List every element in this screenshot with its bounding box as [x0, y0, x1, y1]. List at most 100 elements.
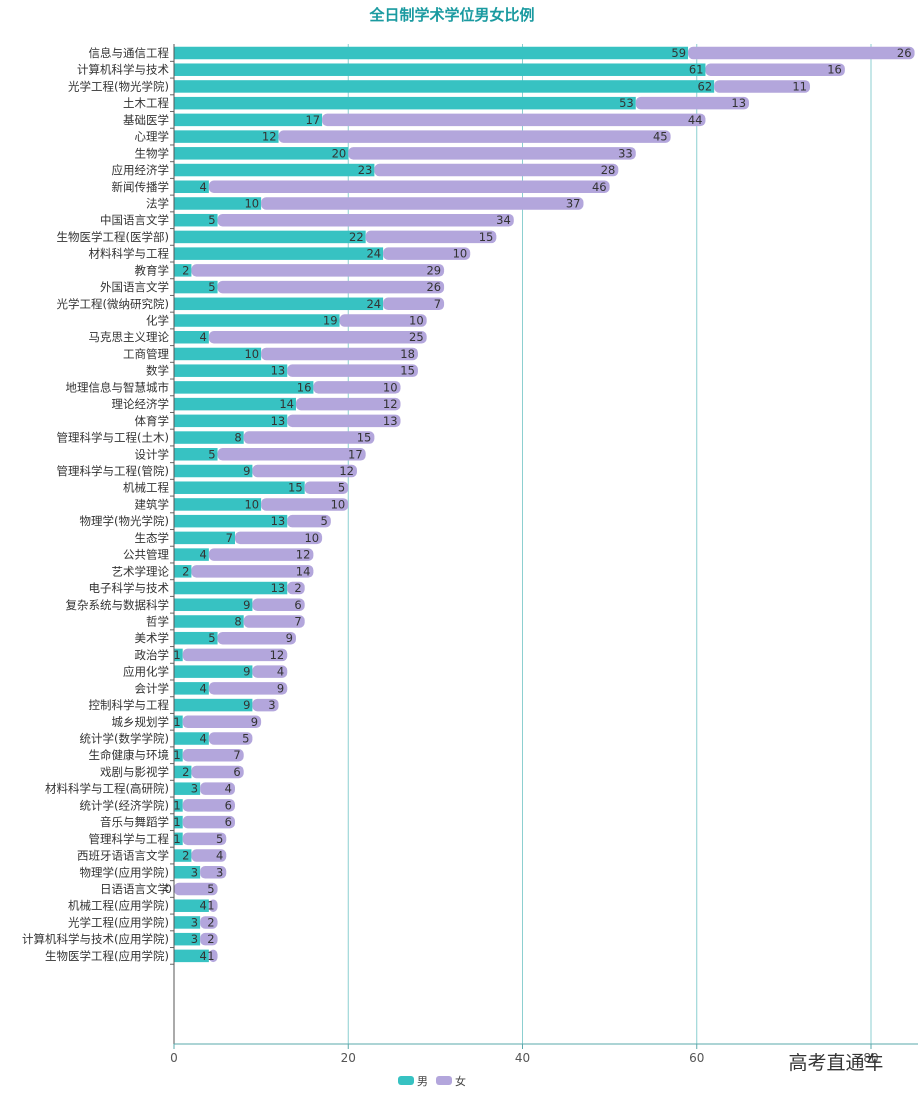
- category-label: 马克思主义理论: [89, 330, 170, 344]
- value-label-male: 59: [671, 46, 686, 60]
- bar-male: [174, 631, 218, 645]
- category-label: 法学: [146, 196, 169, 210]
- bar-female: [287, 414, 401, 428]
- bar-male: [174, 949, 209, 963]
- value-label-male: 16: [297, 380, 312, 394]
- category-label: 工商管理: [123, 347, 169, 361]
- value-label-male: 1: [173, 798, 180, 812]
- bar-male: [174, 330, 209, 344]
- bar-female: [339, 314, 427, 327]
- value-label-female: 5: [338, 481, 345, 495]
- category-label: 统计学(经济学院): [80, 798, 169, 812]
- bar-male: [174, 381, 314, 394]
- value-label-female: 13: [731, 96, 746, 110]
- value-label-female: 2: [294, 581, 301, 595]
- value-label-male: 1: [173, 715, 180, 729]
- bar-female: [252, 598, 305, 612]
- category-label: 城乡规划学: [112, 715, 170, 729]
- bar-female: [287, 581, 305, 595]
- bar-male: [174, 448, 218, 461]
- category-label: 生物医学工程(医学部): [57, 230, 169, 244]
- value-label-female: 29: [426, 263, 441, 277]
- bar-female: [295, 397, 401, 411]
- value-label-female: 1: [207, 899, 214, 913]
- category-label: 美术学: [135, 631, 170, 645]
- bar-female: [208, 899, 218, 912]
- bar-female: [365, 230, 497, 244]
- bar-male: [174, 213, 218, 227]
- value-label-female: 5: [216, 832, 223, 846]
- bar-male: [174, 230, 366, 244]
- category-label: 设计学: [135, 447, 170, 461]
- bar-female: [208, 949, 218, 963]
- bar-female: [217, 448, 366, 461]
- category-label: 复杂系统与数据科学: [66, 598, 170, 612]
- x-tick-label: 60: [689, 1051, 704, 1065]
- bar-female: [217, 213, 514, 227]
- bar-female: [374, 163, 619, 177]
- value-label-female: 7: [233, 748, 240, 762]
- value-label-female: 15: [479, 230, 494, 244]
- bar-female: [714, 80, 811, 93]
- value-label-male: 1: [173, 815, 180, 829]
- value-label-male: 1: [173, 748, 180, 762]
- value-label-male: 5: [208, 213, 215, 227]
- bar-male: [174, 548, 209, 561]
- value-label-female: 14: [296, 564, 311, 578]
- bar-male: [174, 63, 706, 76]
- bar-female: [191, 849, 227, 862]
- category-label: 管理科学与工程(管院): [57, 464, 169, 478]
- category-label: 材料科学与工程: [89, 247, 170, 261]
- bar-male: [174, 782, 201, 795]
- bar-female: [174, 882, 218, 896]
- category-label: 外国语言文学: [100, 280, 169, 294]
- value-label-female: 34: [496, 213, 511, 227]
- value-label-female: 4: [277, 665, 284, 679]
- value-label-male: 13: [271, 514, 286, 528]
- bar-female: [208, 330, 427, 344]
- value-label-female: 25: [409, 330, 424, 344]
- value-label-female: 9: [277, 681, 284, 695]
- value-label-female: 16: [827, 63, 842, 77]
- bar-female: [261, 347, 418, 361]
- bar-female: [182, 648, 288, 662]
- value-label-male: 24: [366, 297, 381, 311]
- value-label-female: 12: [339, 464, 354, 478]
- bar-male: [174, 130, 279, 143]
- category-label: 数学: [146, 364, 169, 378]
- value-label-female: 44: [688, 113, 703, 127]
- bar-male: [174, 264, 192, 277]
- value-label-male: 12: [262, 130, 277, 144]
- value-label-male: 61: [689, 63, 704, 77]
- bar-female: [200, 916, 218, 929]
- bar-male: [174, 932, 201, 946]
- category-label: 材料科学与工程(高研院): [45, 782, 169, 796]
- bar-male: [174, 615, 244, 628]
- bar-male: [174, 364, 288, 377]
- bar-female: [191, 264, 445, 277]
- bar-male: [174, 832, 183, 846]
- value-label-female: 17: [348, 447, 363, 461]
- value-label-female: 26: [426, 280, 441, 294]
- chart-title: 全日制学术学位男女比例: [368, 6, 534, 24]
- value-label-female: 12: [383, 397, 398, 411]
- value-label-male: 19: [323, 314, 338, 328]
- bar-female: [313, 381, 401, 394]
- bar-female: [234, 531, 323, 545]
- category-label: 基础医学: [123, 113, 169, 127]
- value-label-male: 22: [349, 230, 364, 244]
- value-label-male: 5: [208, 447, 215, 461]
- bar-male: [174, 113, 323, 127]
- bar-male: [174, 598, 253, 612]
- value-label-female: 13: [383, 414, 398, 428]
- bar-female: [688, 46, 915, 60]
- value-label-male: 3: [191, 782, 198, 796]
- value-label-male: 4: [200, 899, 207, 913]
- category-label: 建筑学: [135, 497, 170, 511]
- bar-female: [322, 113, 706, 127]
- value-label-male: 4: [200, 330, 207, 344]
- category-label: 生态学: [135, 531, 170, 545]
